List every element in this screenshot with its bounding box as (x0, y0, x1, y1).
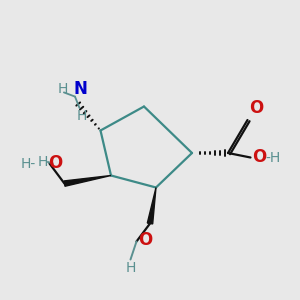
Text: H-: H- (21, 157, 36, 170)
Text: H: H (58, 82, 68, 96)
Text: H: H (125, 261, 136, 275)
Text: H: H (76, 110, 87, 124)
Text: O: O (252, 148, 266, 166)
Polygon shape (64, 176, 111, 186)
Text: -H: -H (265, 151, 280, 164)
Polygon shape (147, 188, 156, 224)
Text: O: O (249, 99, 263, 117)
Text: H: H (38, 155, 48, 169)
Text: N: N (74, 80, 87, 98)
Text: O: O (138, 231, 152, 249)
Text: O: O (48, 154, 62, 172)
